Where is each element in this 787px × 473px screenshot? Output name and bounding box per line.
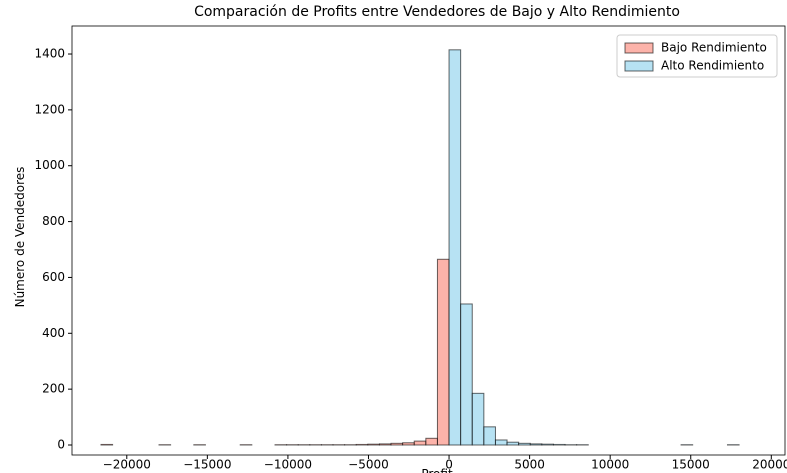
bar: [425, 437, 438, 446]
bar: [402, 442, 415, 446]
x-tick-label: 5000: [514, 458, 545, 472]
bar: [518, 442, 531, 446]
chart-title: Comparación de Profits entre Vendedores …: [194, 4, 680, 20]
bar: [541, 443, 554, 446]
legend-swatch: [624, 60, 654, 72]
y-tick-label: 200: [42, 382, 65, 396]
bar: [460, 303, 473, 446]
x-tick-label: −20000: [103, 458, 151, 472]
bar: [355, 443, 369, 446]
bar: [448, 49, 462, 446]
bar: [529, 443, 543, 446]
bar: [367, 443, 380, 446]
legend-label: Alto Rendimiento: [661, 59, 764, 73]
y-tick-label: 1400: [34, 47, 65, 61]
x-tick-label: −15000: [183, 458, 231, 472]
x-tick-label: 10000: [591, 458, 629, 472]
bar: [494, 439, 508, 446]
legend-swatch: [624, 42, 654, 54]
x-axis-label: Profit: [421, 467, 453, 473]
bar: [390, 442, 404, 446]
bar: [100, 443, 114, 446]
x-tick-label: 0: [445, 458, 453, 472]
plot-frame: [71, 25, 786, 456]
y-axis-label: Número de Vendedores: [13, 167, 27, 308]
y-tick-label: 1200: [34, 102, 65, 116]
legend-box: [616, 34, 778, 78]
x-tick-label: −10000: [264, 458, 312, 472]
x-tick-label: 20000: [752, 458, 787, 472]
bar: [436, 258, 450, 446]
y-tick-label: 0: [57, 438, 65, 452]
y-tick-label: 400: [42, 326, 65, 340]
x-tick-label: 15000: [672, 458, 710, 472]
bar: [413, 440, 427, 446]
y-tick-label: 600: [42, 270, 65, 284]
bar: [483, 426, 496, 446]
legend-label: Bajo Rendimiento: [661, 41, 767, 55]
bar: [552, 443, 566, 446]
y-tick-label: 800: [42, 214, 65, 228]
y-tick-label: 1000: [34, 158, 65, 172]
bar: [378, 443, 392, 446]
x-tick-label: −5000: [348, 458, 389, 472]
bar: [506, 441, 520, 446]
bar: [471, 392, 485, 446]
